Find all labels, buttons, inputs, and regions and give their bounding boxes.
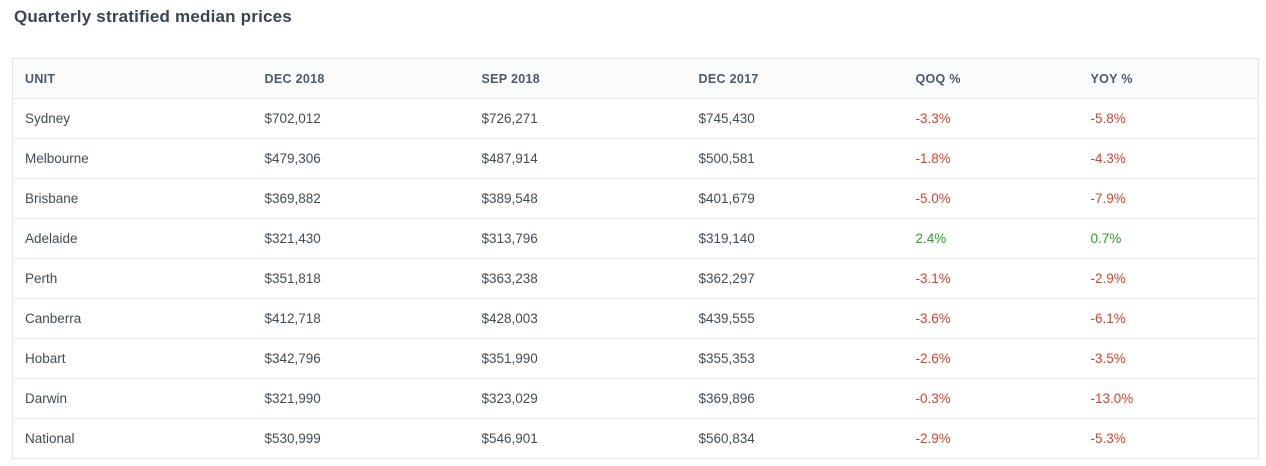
table-cell-dec-2018: $530,999 xyxy=(252,418,470,459)
table-cell-sep-2018: $363,238 xyxy=(469,258,687,299)
table-cell-yoy: 0.7% xyxy=(1078,218,1259,259)
column-header-qoq: QOQ % xyxy=(903,58,1079,99)
table-cell-dec-2017: $745,430 xyxy=(686,98,904,139)
table-cell-sep-2018: $389,548 xyxy=(469,178,687,219)
table-row: Canberra $412,718 $428,003 $439,555 -3.6% -6.… xyxy=(12,298,1259,339)
table-cell-dec-2018: $369,882 xyxy=(252,178,470,219)
table-cell-dec-2017: $319,140 xyxy=(686,218,904,259)
table-cell-unit: Brisbane xyxy=(12,178,253,219)
table-header-row: UNIT DEC 2018 SEP 2018 DEC 2017 QOQ % YOY % xyxy=(12,58,1259,99)
table-cell-dec-2017: $369,896 xyxy=(686,378,904,419)
table-cell-sep-2018: $323,029 xyxy=(469,378,687,419)
table-cell-dec-2018: $321,990 xyxy=(252,378,470,419)
table-row: Brisbane $369,882 $389,548 $401,679 -5.0% -7.… xyxy=(12,178,1259,219)
table-cell-yoy: -3.5% xyxy=(1078,338,1259,379)
median-prices-table: UNIT DEC 2018 SEP 2018 DEC 2017 QOQ % YOY % S… xyxy=(12,58,1259,459)
table-cell-qoq: -3.1% xyxy=(903,258,1079,299)
table-cell-dec-2018: $321,430 xyxy=(252,218,470,259)
table-cell-yoy: -5.8% xyxy=(1078,98,1259,139)
table-cell-dec-2017: $500,581 xyxy=(686,138,904,179)
table-row: Sydney $702,012 $726,271 $745,430 -3.3% -5.8% xyxy=(12,98,1259,139)
table-cell-yoy: -6.1% xyxy=(1078,298,1259,339)
table-cell-dec-2018: $412,718 xyxy=(252,298,470,339)
table-cell-qoq: -3.3% xyxy=(903,98,1079,139)
table-cell-dec-2018: $342,796 xyxy=(252,338,470,379)
table-cell-sep-2018: $428,003 xyxy=(469,298,687,339)
table-cell-dec-2017: $560,834 xyxy=(686,418,904,459)
table-cell-qoq: -5.0% xyxy=(903,178,1079,219)
table-cell-dec-2017: $362,297 xyxy=(686,258,904,299)
column-header-sep-2018: SEP 2018 xyxy=(469,58,687,99)
table-cell-unit: Darwin xyxy=(12,378,253,419)
table-row: Darwin $321,990 $323,029 $369,896 -0.3% -13.0… xyxy=(12,378,1259,419)
table-cell-sep-2018: $487,914 xyxy=(469,138,687,179)
table-cell-dec-2018: $351,818 xyxy=(252,258,470,299)
table-cell-yoy: -13.0% xyxy=(1078,378,1259,419)
table-cell-qoq: -3.6% xyxy=(903,298,1079,339)
table-row: Adelaide $321,430 $313,796 $319,140 2.4% 0.7% xyxy=(12,218,1259,259)
table-cell-yoy: -4.3% xyxy=(1078,138,1259,179)
table-cell-unit: Hobart xyxy=(12,338,253,379)
table-cell-qoq: 2.4% xyxy=(903,218,1079,259)
table-cell-unit: Melbourne xyxy=(12,138,253,179)
column-header-dec-2018: DEC 2018 xyxy=(252,58,470,99)
table-cell-dec-2018: $479,306 xyxy=(252,138,470,179)
table-cell-unit: Sydney xyxy=(12,98,253,139)
table-cell-dec-2017: $401,679 xyxy=(686,178,904,219)
table-cell-unit: Adelaide xyxy=(12,218,253,259)
column-header-yoy: YOY % xyxy=(1078,58,1259,99)
table-cell-unit: Perth xyxy=(12,258,253,299)
table-cell-yoy: -2.9% xyxy=(1078,258,1259,299)
table-cell-sep-2018: $726,271 xyxy=(469,98,687,139)
table-cell-unit: Canberra xyxy=(12,298,253,339)
table-row: Melbourne $479,306 $487,914 $500,581 -1.8% -4… xyxy=(12,138,1259,179)
table-cell-yoy: -5.3% xyxy=(1078,418,1259,459)
table-cell-qoq: -1.8% xyxy=(903,138,1079,179)
table-cell-dec-2017: $355,353 xyxy=(686,338,904,379)
column-header-dec-2017: DEC 2017 xyxy=(686,58,904,99)
table-cell-qoq: -2.6% xyxy=(903,338,1079,379)
page-title: Quarterly stratified median prices xyxy=(14,7,292,26)
table-cell-sep-2018: $313,796 xyxy=(469,218,687,259)
table-cell-unit: National xyxy=(12,418,253,459)
table-cell-sep-2018: $351,990 xyxy=(469,338,687,379)
table-cell-qoq: -0.3% xyxy=(903,378,1079,419)
table-cell-qoq: -2.9% xyxy=(903,418,1079,459)
table-cell-dec-2017: $439,555 xyxy=(686,298,904,339)
table-cell-sep-2018: $546,901 xyxy=(469,418,687,459)
table-cell-dec-2018: $702,012 xyxy=(252,98,470,139)
table-cell-yoy: -7.9% xyxy=(1078,178,1259,219)
table-row: National $530,999 $546,901 $560,834 -2.9% -5.… xyxy=(12,418,1259,459)
table-row: Perth $351,818 $363,238 $362,297 -3.1% -2.9% xyxy=(12,258,1259,299)
table-row: Hobart $342,796 $351,990 $355,353 -2.6% -3.5% xyxy=(12,338,1259,379)
column-header-unit: UNIT xyxy=(12,58,253,99)
